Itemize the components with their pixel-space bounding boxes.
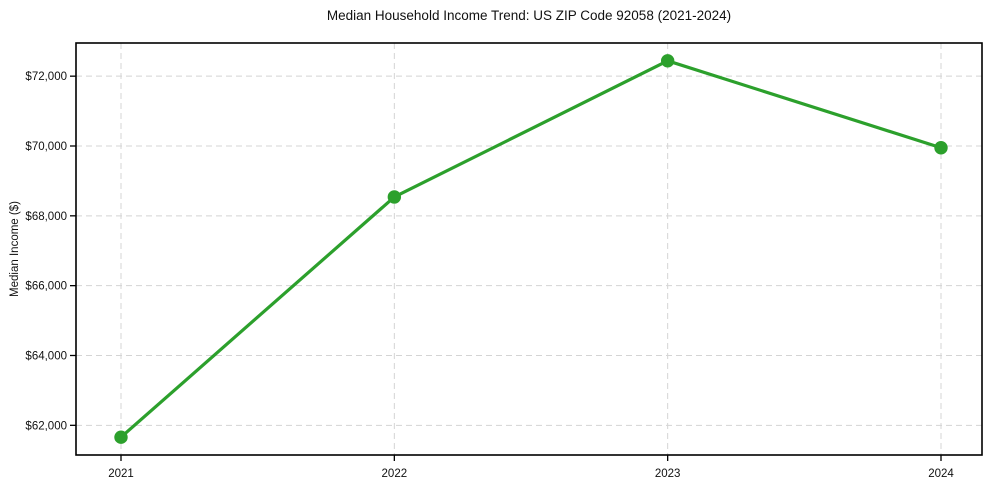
data-point-marker [934,141,948,155]
y-tick-label: $72,000 [25,71,67,83]
y-tick-label: $62,000 [25,420,67,432]
x-tick-label: 2024 [928,468,954,480]
data-point-marker [660,54,675,68]
x-tick-label: 2022 [382,468,408,480]
chart-title: Median Household Income Trend: US ZIP Co… [326,8,732,23]
y-tick-label: $66,000 [25,281,67,293]
trend-line [119,59,943,439]
y-tick-label: $70,000 [25,141,67,153]
x-tick-label: 2023 [655,468,681,480]
axes-border [75,42,983,456]
x-tick-label: 2021 [108,468,134,480]
y-tick-label: $68,000 [25,211,67,223]
data-point-marker [114,430,128,444]
data-point-marker [387,190,402,204]
y-tick-label: $64,000 [25,350,67,362]
